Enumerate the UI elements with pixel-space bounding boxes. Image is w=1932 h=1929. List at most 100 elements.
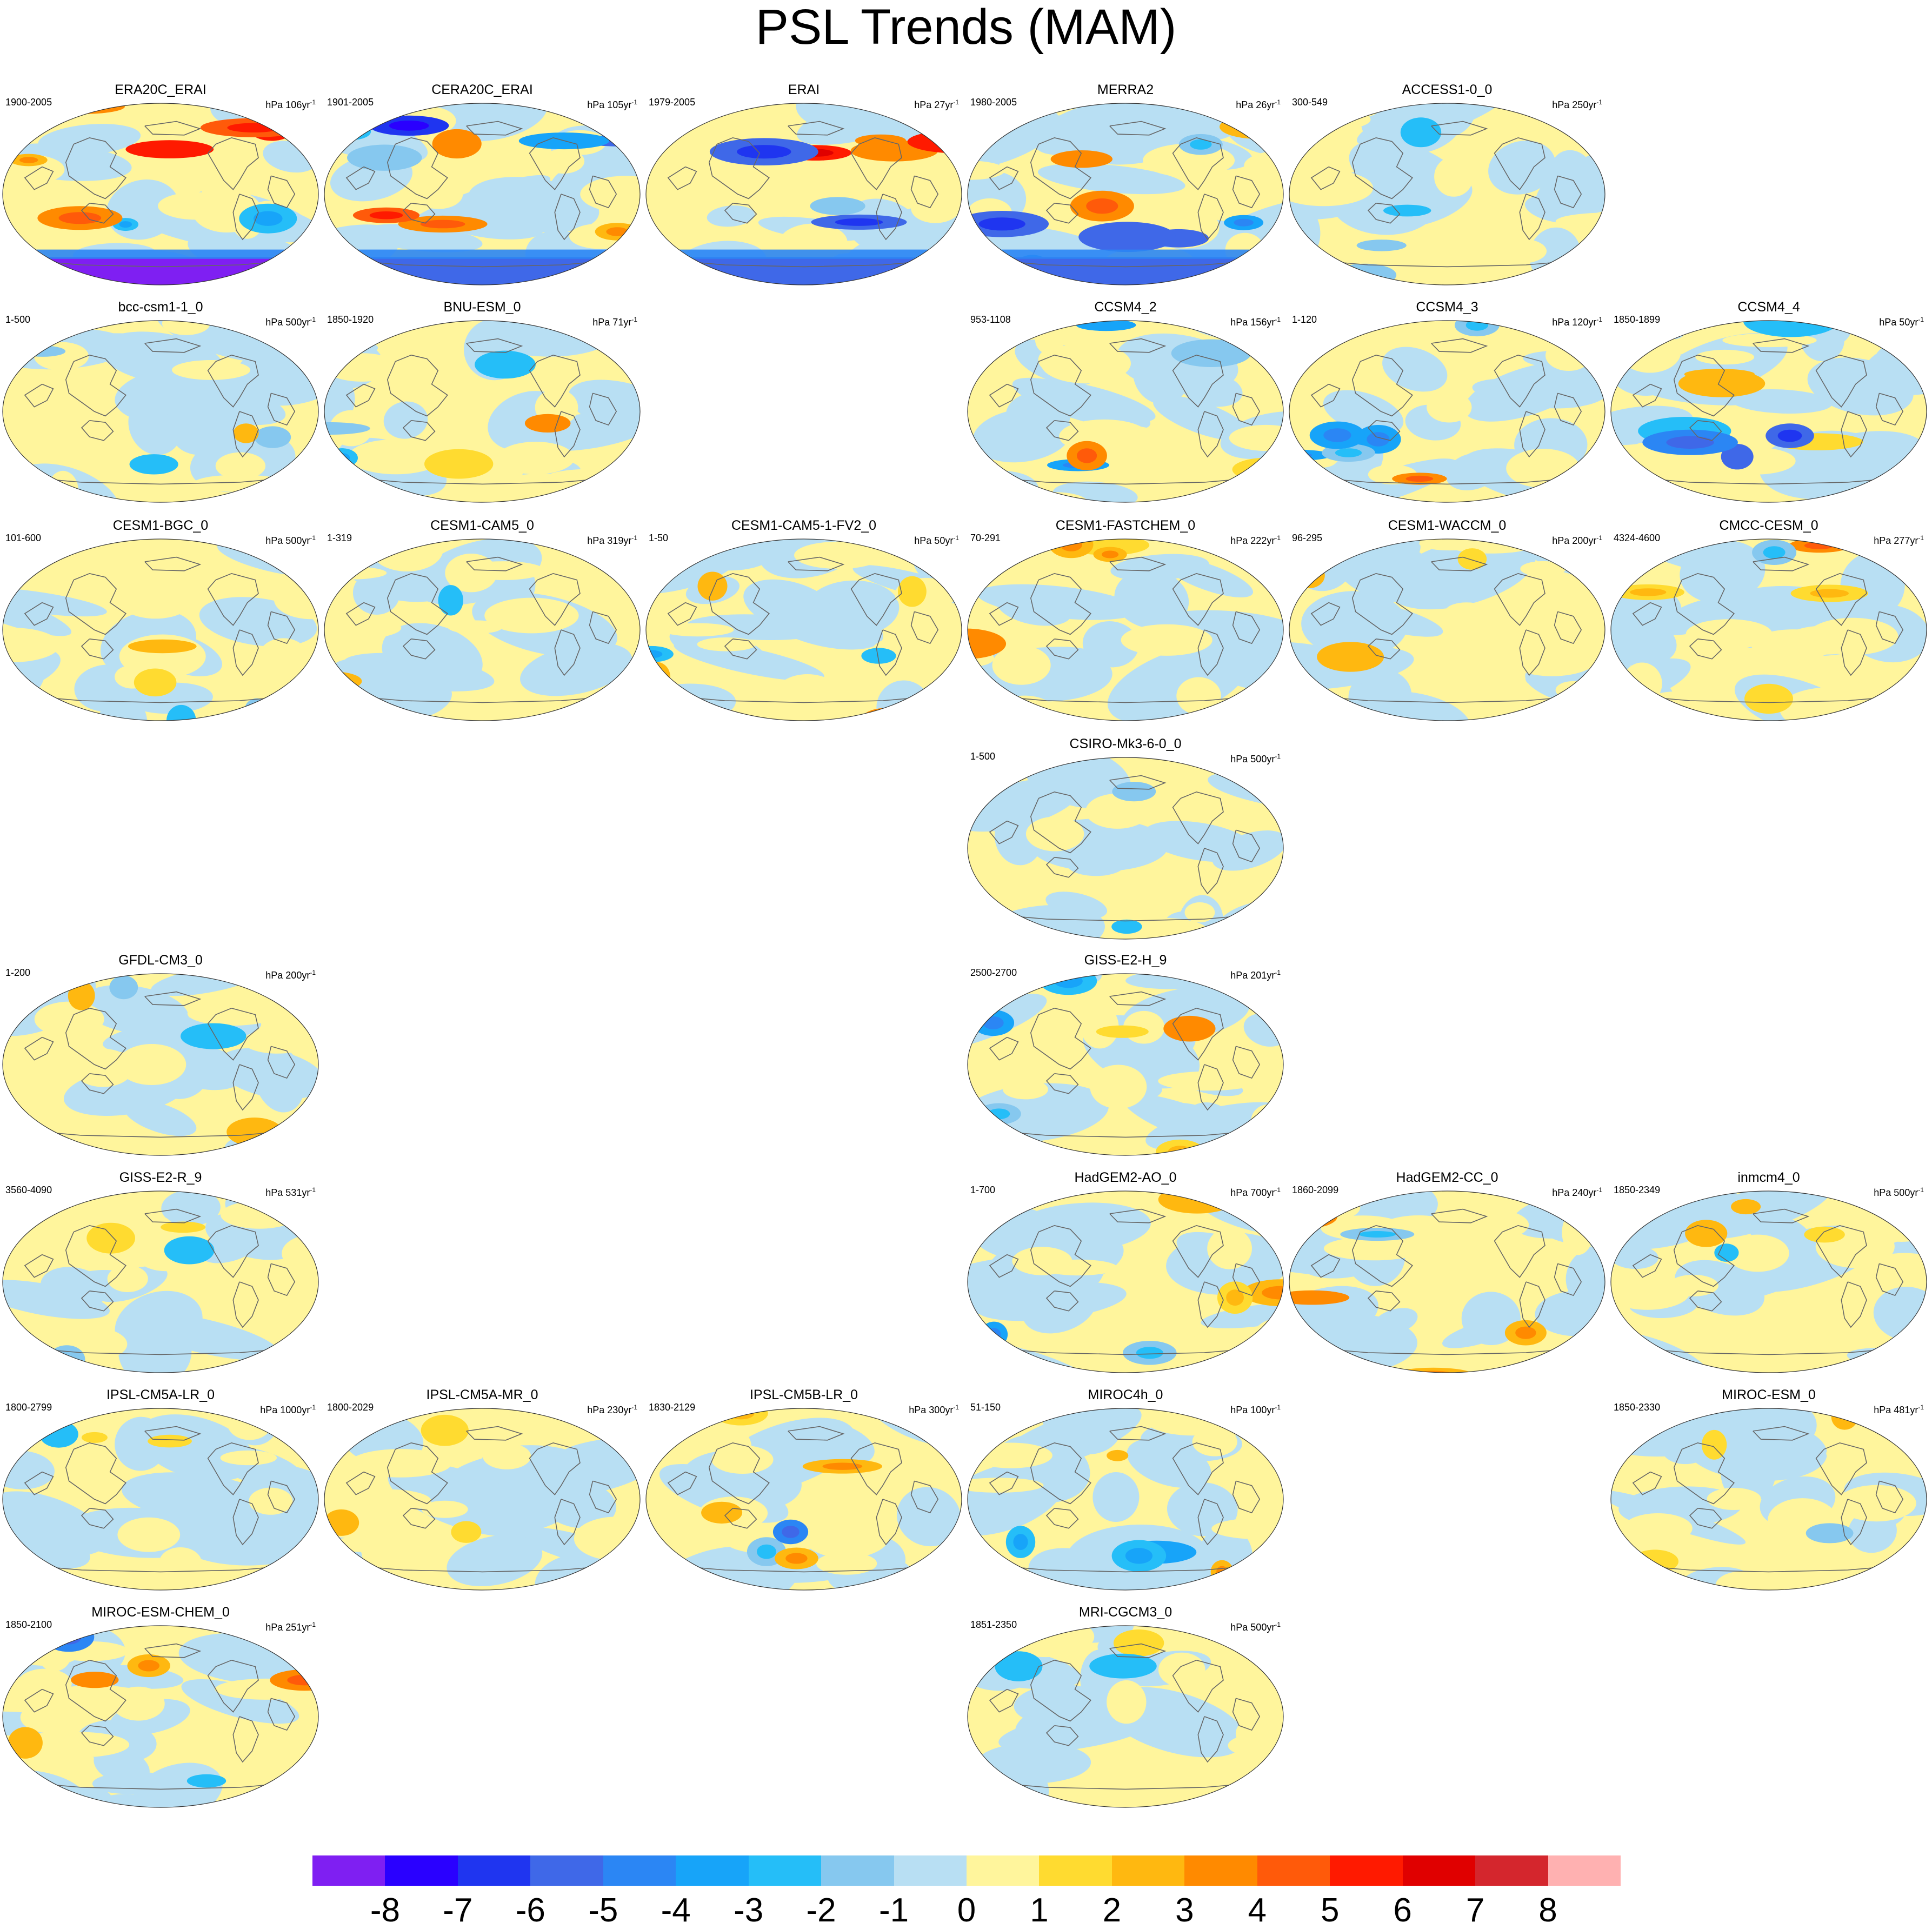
trend-contour — [968, 628, 1007, 660]
trend-contour — [595, 104, 640, 133]
coastline — [232, 1064, 259, 1111]
panel-title: MIROC-ESM_0 — [1722, 1387, 1816, 1402]
trend-contour — [1082, 621, 1139, 668]
coastline — [466, 121, 523, 136]
panel-units: hPa 500yr-1 — [1230, 750, 1281, 765]
coastline — [144, 1208, 202, 1223]
coastline — [1172, 1225, 1224, 1278]
coastline — [387, 354, 448, 417]
coastline — [387, 1442, 448, 1505]
panel-units: hPa 105yr-1 — [587, 96, 637, 111]
trend-contour — [1081, 1005, 1119, 1049]
trend-contour — [810, 197, 865, 215]
coastline — [1753, 556, 1810, 571]
panel-title: inmcm4_0 — [1737, 1170, 1800, 1185]
map-outline — [1289, 538, 1605, 721]
coastline — [81, 203, 114, 224]
coastline — [989, 820, 1019, 844]
trend-contour — [1237, 757, 1283, 779]
trend-contour — [646, 172, 707, 194]
trend-map — [967, 1408, 1284, 1591]
trend-map — [967, 757, 1284, 940]
coastline — [1632, 383, 1662, 408]
trend-contour — [1022, 1279, 1097, 1334]
coastline — [989, 1254, 1019, 1278]
trend-contour — [3, 1548, 35, 1564]
map-outline — [2, 320, 319, 503]
trend-contour — [1777, 429, 1802, 442]
map-outline — [967, 1625, 1284, 1808]
coastline — [1030, 1225, 1091, 1287]
trend-contour — [56, 1629, 82, 1645]
coastline — [1689, 638, 1722, 660]
coastline — [1045, 420, 1079, 441]
coastline — [850, 137, 902, 190]
trend-contour — [1826, 1441, 1893, 1465]
panel-year-range: 2500-2700 — [970, 967, 1017, 978]
trend-map — [967, 103, 1284, 285]
panel-units-text: hPa 50yr — [1879, 317, 1918, 328]
trend-contour — [1726, 1234, 1789, 1272]
coastline — [1519, 194, 1545, 241]
trend-contour — [12, 1571, 106, 1587]
panel-units-text: hPa 250yr — [1552, 99, 1597, 110]
coastline — [1494, 354, 1545, 408]
trend-contour — [911, 194, 960, 223]
trend-map — [1610, 538, 1927, 721]
trend-map — [967, 1625, 1284, 1808]
trend-contour — [1315, 337, 1345, 374]
trend-contour — [661, 623, 734, 637]
trend-contour — [1262, 1286, 1283, 1300]
panel-title: MIROC-ESM-CHEM_0 — [91, 1605, 230, 1620]
panel-units-exponent: -1 — [1596, 98, 1602, 106]
coastline — [24, 602, 54, 626]
coastline — [1841, 1281, 1867, 1328]
trend-contour — [119, 221, 132, 228]
trend-contour — [181, 1023, 247, 1049]
coastline — [207, 1659, 259, 1713]
trend-contour — [968, 842, 985, 859]
coastline — [1305, 1347, 1589, 1355]
trend-contour — [1092, 1472, 1140, 1522]
trend-contour — [227, 1408, 272, 1440]
trend-contour — [483, 1443, 531, 1469]
panel-title: GFDL-CM3_0 — [118, 953, 203, 968]
trend-contour — [451, 1521, 482, 1543]
trend-contour — [1780, 1541, 1858, 1580]
panel-title: CESM1-BGC_0 — [112, 518, 209, 533]
trend-contour — [1158, 1071, 1259, 1091]
panel-year-range: 1830-2129 — [649, 1402, 696, 1413]
coastline — [1351, 1225, 1413, 1287]
trend-contour — [968, 922, 1022, 939]
trend-contour — [447, 1535, 543, 1586]
trend-contour — [1158, 1652, 1205, 1687]
panel-title: CESM1-WACCM_0 — [1388, 518, 1507, 533]
trend-contour — [475, 350, 536, 379]
trend-contour — [1367, 432, 1390, 447]
coastline — [144, 338, 202, 353]
coastline — [1197, 1281, 1224, 1328]
trend-contour — [646, 1549, 680, 1588]
trend-contour — [1515, 1326, 1536, 1339]
coastline — [232, 629, 259, 676]
coastline — [529, 1442, 581, 1495]
trend-contour — [324, 249, 640, 259]
trend-contour — [1061, 424, 1156, 440]
trend-contour — [19, 157, 38, 163]
trend-contour — [244, 1030, 311, 1054]
coastline — [1232, 611, 1261, 644]
coastline — [232, 1716, 259, 1763]
trend-contour — [1078, 222, 1176, 252]
trend-contour — [987, 1328, 1001, 1341]
coastline — [1197, 629, 1224, 676]
coastline — [267, 1263, 296, 1296]
map-panel: bcc-csm1-1_0 1-500 hPa 500yr-1 — [0, 298, 321, 504]
coastline — [24, 1471, 54, 1495]
coastline — [65, 573, 126, 635]
coastline — [989, 1036, 1019, 1061]
panel-units-text: hPa 201yr — [1230, 970, 1275, 981]
colorbar-box — [1330, 1855, 1403, 1886]
trend-contour — [1107, 1680, 1147, 1724]
panel-year-range: 1901-2005 — [327, 97, 374, 108]
trend-contour — [1520, 561, 1566, 577]
